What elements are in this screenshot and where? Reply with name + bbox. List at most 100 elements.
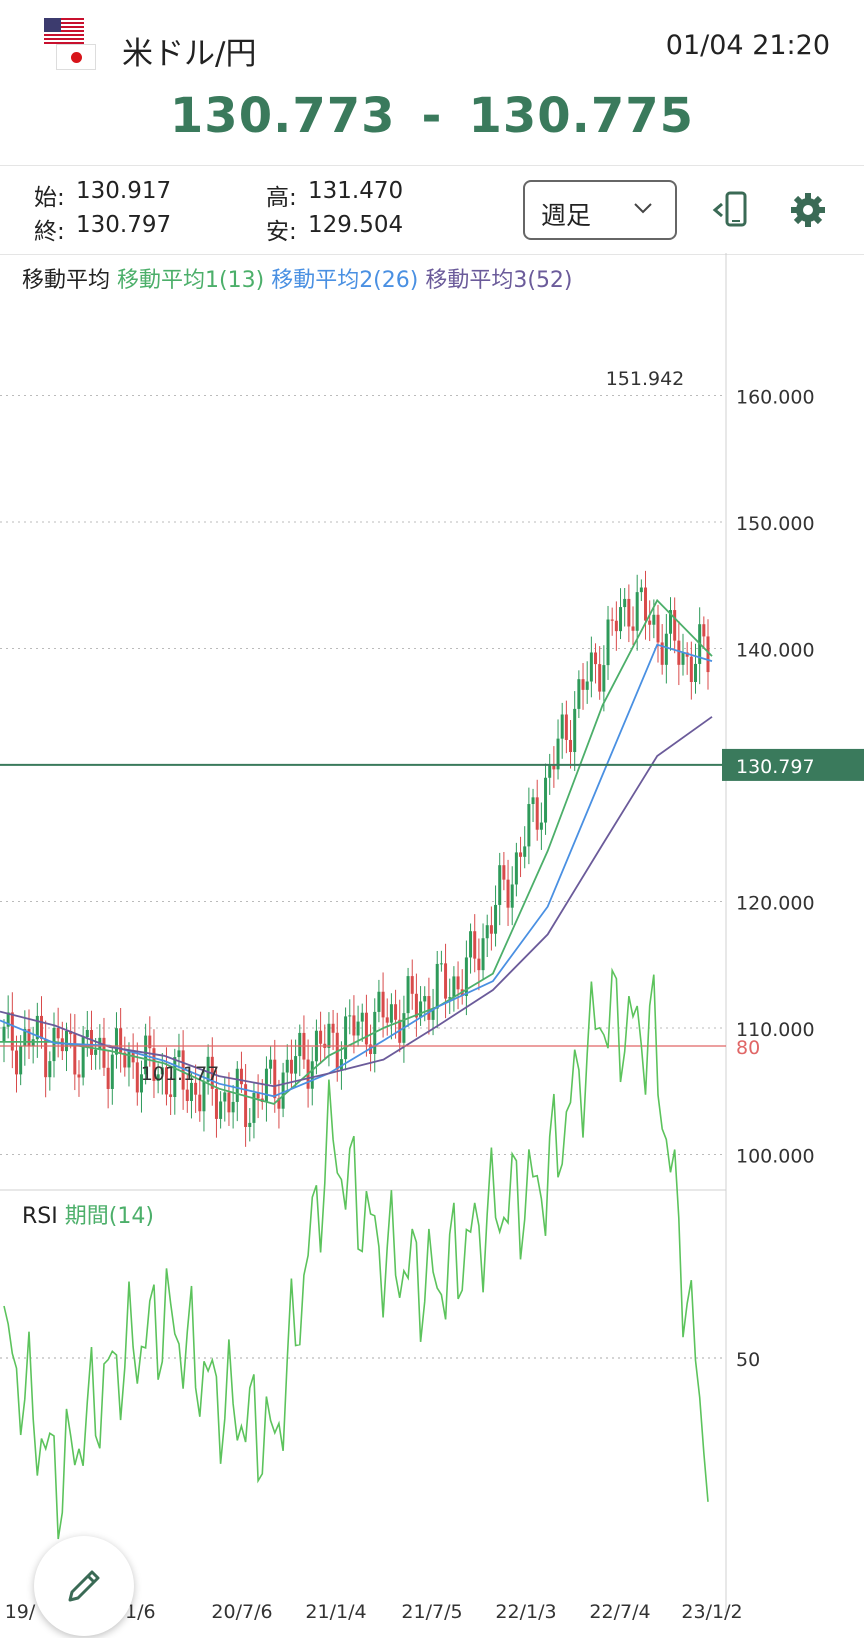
high-annotation: 151.942 xyxy=(606,368,685,390)
candle-body xyxy=(589,652,593,682)
candle-body xyxy=(52,1027,56,1062)
quote-datetime: 01/04 21:20 xyxy=(665,30,830,61)
candle-body xyxy=(385,1017,389,1023)
candle-body xyxy=(502,865,506,880)
candle-body xyxy=(294,1056,298,1074)
candle-body xyxy=(10,1012,14,1051)
candle-body xyxy=(389,1004,393,1023)
candle-body xyxy=(585,681,589,690)
candle-body xyxy=(669,610,673,634)
candle-body xyxy=(702,624,706,637)
candle-body xyxy=(135,1062,139,1093)
candle-body xyxy=(106,1067,110,1089)
candle-body xyxy=(310,1061,314,1089)
candle-body xyxy=(185,1089,189,1101)
candle-body xyxy=(623,598,627,608)
candle-body xyxy=(94,1049,98,1055)
candle-body xyxy=(223,1092,227,1102)
rsi-series-line xyxy=(3,967,709,1540)
current-price-label: 130.797 xyxy=(736,756,815,778)
candle-body xyxy=(331,1023,335,1033)
candle-body xyxy=(2,1026,6,1042)
rsi-legend-period: 期間(14) xyxy=(64,1204,154,1229)
close-label: 終: xyxy=(34,219,65,245)
candle-body xyxy=(473,931,477,959)
candle-body xyxy=(614,620,618,632)
candle-body xyxy=(239,1068,243,1085)
x-tick-label: 20/7/6 xyxy=(211,1601,272,1623)
candle-body xyxy=(414,993,418,1018)
rsi-tick-label: 80 xyxy=(736,1037,760,1059)
candle-body xyxy=(281,1072,285,1109)
candle-body xyxy=(114,1028,118,1055)
candle-body xyxy=(519,852,523,857)
candle-body xyxy=(148,1035,152,1049)
candle-body xyxy=(173,1057,177,1097)
candle-body xyxy=(694,663,698,682)
candle-body xyxy=(27,1028,31,1047)
candle-body xyxy=(319,1030,323,1044)
candle-body xyxy=(202,1081,206,1112)
candle-body xyxy=(498,865,502,905)
y-tick-label: 160.000 xyxy=(736,387,815,409)
low-annotation: 101.177 xyxy=(141,1063,220,1085)
candle-body xyxy=(452,976,456,998)
rotate-phone-icon[interactable] xyxy=(712,190,752,230)
moving-average-lines xyxy=(0,598,713,1105)
candle-body xyxy=(352,1015,356,1036)
candle-body xyxy=(231,1101,235,1113)
candle-body xyxy=(227,1092,231,1113)
candle-body xyxy=(610,619,614,621)
candle-body xyxy=(635,592,639,631)
timeframe-label: 週足 xyxy=(541,201,592,230)
candle-body xyxy=(423,996,427,1002)
price-chart[interactable]: 160.000 150.000 140.000 120.000 110.000 100.0… xyxy=(0,253,864,1638)
ohlc-bar: 始: 130.917 高: 131.470 終: 130.797 安: 129.… xyxy=(0,165,864,255)
candle-body xyxy=(348,1015,352,1017)
currency-pair-title[interactable]: 米ドル/円 xyxy=(122,36,257,72)
candle-body xyxy=(44,1038,48,1078)
candle-body xyxy=(39,1015,43,1039)
open-label: 始: xyxy=(34,185,65,211)
candle-body xyxy=(681,652,685,665)
candle-body xyxy=(285,1059,289,1073)
candle-body xyxy=(677,640,681,665)
drawing-tool-button[interactable] xyxy=(34,1536,134,1636)
candle-body xyxy=(89,1029,93,1055)
candle-body xyxy=(564,714,568,740)
candle-body xyxy=(631,626,635,631)
candle-body xyxy=(656,614,660,643)
price-separator: - xyxy=(421,88,443,144)
candle-body xyxy=(602,665,606,692)
candle-body xyxy=(394,1004,398,1020)
candle-body xyxy=(581,679,585,690)
main-grid: 160.000 150.000 140.000 120.000 110.000 100.0… xyxy=(0,387,815,1168)
timeframe-select[interactable]: 週足 xyxy=(523,180,677,240)
candle-body xyxy=(410,976,414,994)
candle-body xyxy=(277,1098,281,1109)
x-tick-label: 21/1/4 xyxy=(305,1601,366,1623)
candle-body xyxy=(56,1027,60,1039)
candle-body xyxy=(569,739,573,753)
rsi-legend: RSI 期間(14) xyxy=(22,1198,154,1230)
candle-body xyxy=(102,1037,106,1068)
candle-body xyxy=(6,1012,10,1027)
candle-body xyxy=(552,765,556,770)
candle-body xyxy=(194,1082,198,1095)
close-value: 130.797 xyxy=(76,212,172,238)
candle-body xyxy=(256,1092,260,1099)
bid-price: 130.773 xyxy=(169,88,396,144)
candle-body xyxy=(85,1029,89,1038)
candle-body xyxy=(619,607,623,632)
candle-body xyxy=(406,976,410,1014)
candle-body xyxy=(344,1016,348,1060)
x-tick-label: 21/7/5 xyxy=(401,1601,462,1623)
y-tick-label: 140.000 xyxy=(736,640,815,662)
candle-body xyxy=(273,1059,277,1099)
gear-icon[interactable] xyxy=(788,190,828,230)
candle-body xyxy=(510,884,514,908)
bid-ask-price: 130.773-130.775 xyxy=(0,88,864,144)
chart-annotations: 151.942 101.177 130.797 xyxy=(0,368,864,1085)
ma-legend-title: 移動平均 xyxy=(22,268,111,293)
open-value: 130.917 xyxy=(76,178,172,204)
